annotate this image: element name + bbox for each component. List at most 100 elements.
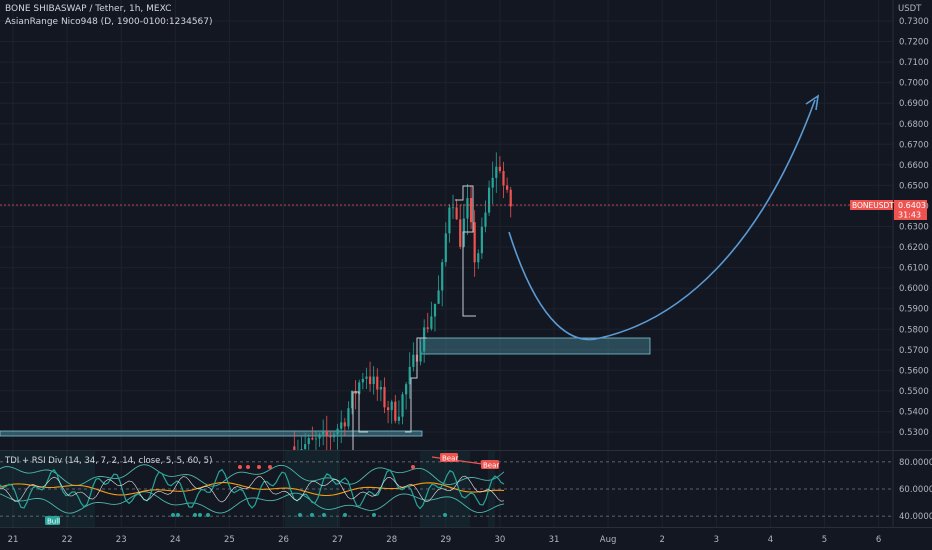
candle-body bbox=[332, 434, 336, 438]
last-price-value: 0.6403 bbox=[898, 201, 926, 210]
candle-body bbox=[451, 207, 455, 209]
tdi-price-line bbox=[0, 475, 505, 503]
candle-body bbox=[336, 428, 339, 435]
tdi-signal-dot bbox=[171, 513, 175, 517]
candle-body bbox=[462, 218, 465, 247]
time-tick-label: 27 bbox=[332, 535, 343, 545]
projection-curve[interactable] bbox=[508, 99, 816, 341]
candle-body bbox=[325, 430, 328, 437]
asian-range-legend[interactable]: AsianRange Nico948 (D, 1900-0100:1234567… bbox=[5, 17, 213, 27]
tdi-signal-dot bbox=[298, 513, 302, 517]
candle-body bbox=[405, 384, 408, 395]
time-tick-label: 23 bbox=[116, 535, 127, 545]
time-tick-label: 30 bbox=[494, 535, 505, 545]
candle-body bbox=[455, 207, 458, 220]
price-tick-label: 0.7200 bbox=[899, 38, 929, 48]
oscillator-tick-label: 80.0000 bbox=[899, 458, 932, 468]
price-tick-label: 0.7100 bbox=[899, 58, 929, 68]
candle-body bbox=[509, 189, 512, 207]
candle-body bbox=[329, 436, 332, 438]
tdi-signal-dot bbox=[246, 465, 250, 469]
price-tick-label: 0.5600 bbox=[899, 366, 929, 376]
tdi-signal-dot bbox=[443, 513, 447, 517]
candle-body bbox=[304, 444, 307, 449]
time-tick-label: 26 bbox=[278, 535, 289, 545]
time-tick-label: Aug bbox=[600, 535, 617, 545]
candle-body bbox=[343, 422, 346, 427]
asian-range-indicator bbox=[352, 185, 476, 450]
candle-body bbox=[365, 376, 368, 379]
price-tick-label: 0.6000 bbox=[899, 284, 929, 294]
asian-range-line bbox=[405, 337, 427, 433]
candle-body bbox=[390, 401, 393, 411]
candle-body bbox=[379, 387, 382, 390]
candle-body bbox=[484, 212, 487, 227]
symbol-title[interactable]: BONE SHIBASWAP / Tether, 1h, MEXC bbox=[5, 4, 172, 14]
time-tick-label: 22 bbox=[62, 535, 73, 545]
price-tick-label: 0.5300 bbox=[899, 428, 929, 438]
price-tick-label: 0.6500 bbox=[899, 181, 929, 191]
time-tick-label: 2 bbox=[659, 535, 664, 545]
candle-body bbox=[307, 438, 310, 445]
symbol-badge bbox=[850, 200, 893, 210]
time-axis[interactable]: 21 22 23 24 25 26 27 28 29 30 31 Aug 2 3 4 5 6 bbox=[8, 535, 882, 545]
bear-signal-label-1: Bear bbox=[442, 455, 458, 463]
candle-body bbox=[361, 378, 364, 383]
tdi-signal-dot bbox=[238, 465, 242, 469]
price-tick-label: 0.6100 bbox=[899, 264, 929, 274]
tdi-signal-dot bbox=[206, 513, 210, 517]
time-tick-label: 29 bbox=[440, 535, 451, 545]
price-tick-label: 0.6800 bbox=[899, 120, 929, 130]
bull-signal-badge bbox=[45, 516, 60, 525]
tdi-signal-dot bbox=[411, 465, 415, 469]
symbol-badge-label: BONEUSDT bbox=[852, 201, 894, 210]
support-zone-lower[interactable] bbox=[0, 430, 423, 437]
candle-body bbox=[350, 391, 354, 409]
tdi-signal-dot bbox=[268, 465, 272, 469]
support-zone-upper[interactable] bbox=[419, 337, 651, 355]
tdi-signal-dot bbox=[310, 513, 314, 517]
price-tick-label: 0.6700 bbox=[899, 140, 929, 150]
time-tick-label: 24 bbox=[170, 535, 181, 545]
tdi-signal-dot bbox=[322, 513, 326, 517]
bear-signal-badge-1 bbox=[440, 453, 458, 462]
candle-body bbox=[322, 430, 325, 435]
price-tick-label: 0.6900 bbox=[899, 99, 929, 109]
oscillator-axis: 80.0000 60.0000 40.0000 bbox=[899, 458, 932, 522]
candle-body bbox=[408, 366, 411, 385]
candle-body bbox=[487, 187, 491, 213]
candle-body bbox=[386, 407, 390, 411]
tdi-signal-dot bbox=[343, 513, 347, 517]
tdi-signal-dot bbox=[193, 513, 197, 517]
time-tick-label: 6 bbox=[876, 535, 881, 545]
tdi-oscillator-pane bbox=[0, 451, 893, 527]
candle-body bbox=[368, 376, 372, 385]
asian-range-line bbox=[455, 185, 476, 317]
candle-body bbox=[491, 177, 494, 188]
candle-body bbox=[397, 416, 401, 421]
time-tick-label: 31 bbox=[549, 535, 560, 545]
candle-body bbox=[340, 422, 343, 429]
candle-body bbox=[383, 387, 386, 408]
price-tick-label: 0.5900 bbox=[899, 305, 929, 315]
price-tick-label: 0.6200 bbox=[899, 243, 929, 253]
grid bbox=[0, 0, 893, 527]
asian-range-line bbox=[352, 391, 368, 450]
price-axis[interactable]: 0.7300 0.7200 0.7100 0.7000 0.6900 0.6800 0.67… bbox=[899, 17, 929, 438]
last-price-badge bbox=[894, 200, 927, 220]
tdi-legend[interactable]: TDI + RSI Div (14, 34, 7, 2, 14, close, … bbox=[5, 456, 213, 466]
candles bbox=[293, 152, 512, 450]
price-axis-unit: USDT bbox=[898, 4, 922, 14]
bear-signal-label-2: Bear bbox=[483, 462, 499, 470]
session-shade bbox=[488, 451, 495, 527]
candle-body bbox=[441, 262, 444, 291]
tdi-upper-band bbox=[0, 464, 505, 487]
price-tick-label: 0.6600 bbox=[899, 161, 929, 171]
price-tick-label: 0.7300 bbox=[899, 17, 929, 27]
candle-body bbox=[358, 382, 361, 395]
candle-body bbox=[412, 354, 415, 367]
candle-body bbox=[477, 253, 480, 263]
price-tick-label: 0.5500 bbox=[899, 387, 929, 397]
candle-body bbox=[502, 171, 505, 186]
